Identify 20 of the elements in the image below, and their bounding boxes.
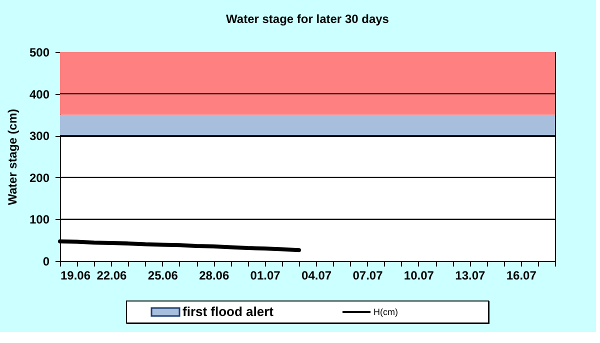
legend-label: H(cm) (374, 307, 398, 317)
y-tick-label: 300 (29, 129, 50, 144)
y-tick-label: 400 (29, 87, 50, 102)
x-tick-label: 16.07 (506, 268, 537, 282)
x-tick-label: 22.06 (96, 268, 128, 282)
y-tick-label: 500 (29, 46, 50, 60)
x-tick-label: 28.06 (199, 268, 230, 282)
x-tick-label: 19.06 (60, 268, 91, 282)
legend-label: first flood alert (182, 304, 274, 319)
y-axis-title: Water stage (cm) (5, 108, 20, 206)
x-tick-label: 07.07 (352, 268, 384, 282)
x-tick-label: 25.06 (148, 268, 178, 282)
x-tick-label: 13.07 (455, 268, 486, 282)
x-tick-label: 04.07 (302, 268, 332, 282)
y-tick-label: 100 (29, 212, 50, 227)
x-tick-label: 01.07 (250, 268, 281, 282)
y-tick-label: 0 (42, 254, 50, 268)
x-tick-label: 10.07 (404, 268, 434, 282)
y-tick-label: 200 (29, 170, 50, 185)
chart-title: Water stage for later 30 days (226, 12, 390, 26)
